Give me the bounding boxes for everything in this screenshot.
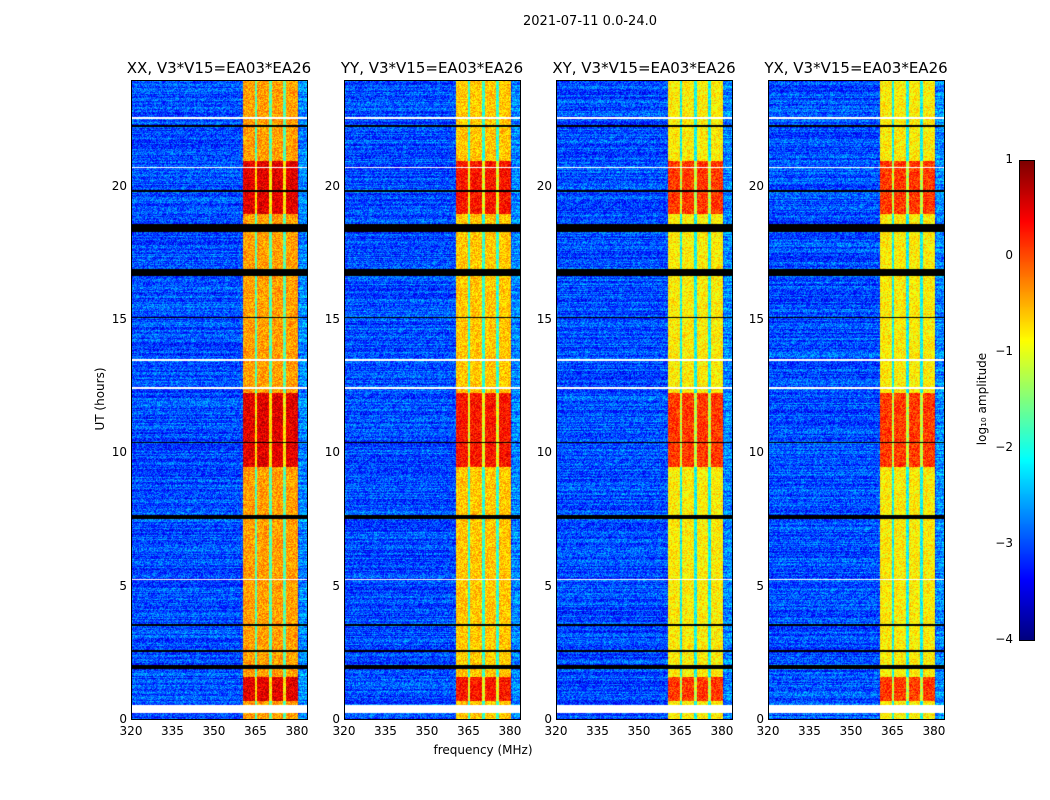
- x-tick-label: 350: [202, 724, 226, 738]
- panel-title: YX, V3*V15=EA03*EA26: [764, 59, 948, 77]
- y-tick-label: 20: [324, 178, 340, 193]
- y-tick-label: 10: [324, 445, 340, 460]
- x-tick-label: 320: [119, 724, 143, 738]
- colorbar-label: log₁₀ amplitude: [975, 352, 989, 446]
- y-tick-label: 15: [111, 312, 127, 326]
- x-tick-label: 380: [498, 724, 522, 738]
- x-tick-label: 380: [710, 724, 734, 738]
- y-tick-label: 0: [756, 712, 764, 726]
- y-tick-label: 20: [748, 178, 764, 193]
- y-tick-label: 15: [748, 312, 764, 326]
- x-tick-label: 365: [881, 724, 904, 738]
- y-tick-label: 5: [332, 578, 340, 593]
- y-tick-label: 0: [544, 712, 552, 726]
- colorbar-tick-label: −3: [995, 536, 1013, 550]
- x-tick-label: 380: [285, 724, 309, 738]
- figure-title: 2021-07-11 0.0-24.0: [523, 14, 657, 29]
- spectrogram-heatmap: [132, 81, 307, 719]
- colorbar-tick-label: 1: [1005, 152, 1013, 166]
- y-tick-label: 0: [119, 712, 127, 726]
- panel-title: XX, V3*V15=EA03*EA26: [126, 59, 312, 77]
- x-axis-label: frequency (MHz): [433, 743, 533, 757]
- x-tick-label: 365: [457, 724, 480, 738]
- x-tick-label: 350: [627, 724, 651, 738]
- y-tick-label: 10: [748, 445, 764, 460]
- x-tick-label: 320: [544, 724, 568, 738]
- y-tick-label: 5: [119, 578, 127, 593]
- spectrogram-panel: [768, 80, 945, 720]
- x-tick-label: 365: [244, 724, 267, 738]
- y-tick-label: 10: [111, 445, 127, 460]
- spectrogram-heatmap: [345, 81, 520, 719]
- y-tick-label: 5: [756, 578, 764, 593]
- panel-title: YY, V3*V15=EA03*EA26: [340, 59, 524, 77]
- y-tick-label: 15: [536, 312, 552, 326]
- x-tick-label: 365: [669, 724, 692, 738]
- y-tick-label: 0: [332, 712, 340, 726]
- panel-title: XY, V3*V15=EA03*EA26: [552, 59, 736, 77]
- y-tick-label: 5: [544, 578, 552, 593]
- x-tick-label: 320: [756, 724, 780, 738]
- colorbar: [1019, 160, 1035, 641]
- y-axis-label: UT (hours): [93, 367, 107, 431]
- colorbar-tick-label: −1: [995, 344, 1013, 358]
- x-tick-label: 335: [586, 724, 609, 738]
- x-tick-label: 350: [839, 724, 863, 738]
- spectrogram-heatmap: [557, 81, 732, 719]
- x-tick-label: 380: [922, 724, 946, 738]
- x-tick-label: 335: [161, 724, 184, 738]
- spectrogram-panel: [556, 80, 733, 720]
- x-tick-label: 350: [415, 724, 439, 738]
- spectrogram-panel: [131, 80, 308, 720]
- x-tick-label: 320: [332, 724, 356, 738]
- spectrogram-panel: [344, 80, 521, 720]
- colorbar-tick-label: 0: [1005, 248, 1013, 262]
- colorbar-tick-label: −2: [995, 440, 1013, 454]
- x-tick-label: 335: [798, 724, 821, 738]
- y-tick-label: 10: [536, 445, 552, 460]
- colorbar-tick-label: −4: [995, 632, 1013, 646]
- y-tick-label: 20: [111, 178, 127, 193]
- spectrogram-heatmap: [769, 81, 944, 719]
- y-tick-label: 20: [536, 178, 552, 193]
- x-tick-label: 335: [374, 724, 397, 738]
- y-tick-label: 15: [324, 312, 340, 326]
